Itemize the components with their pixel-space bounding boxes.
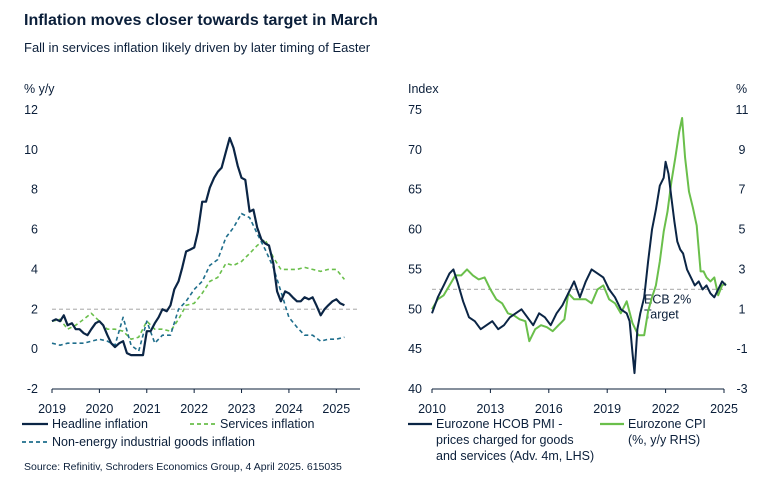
right-y-tick-label: 1 <box>739 302 746 316</box>
legend-label-neig: Non-energy industrial goods inflation <box>52 435 255 449</box>
page-title: Inflation moves closer towards target in… <box>24 12 378 29</box>
x-tick-label: 2013 <box>476 402 504 416</box>
x-tick-label: 2016 <box>535 402 563 416</box>
right-y-tick-label: 7 <box>739 183 746 197</box>
legend-label-headline: Headline inflation <box>52 417 148 431</box>
x-tick-label: 2020 <box>85 402 113 416</box>
source-note: Source: Refinitiv, Schroders Economics G… <box>24 461 342 473</box>
legend-label-pmi: Eurozone HCOB PMI -prices charged for go… <box>436 417 594 463</box>
right-chart-legend: Eurozone HCOB PMI -prices charged for go… <box>408 417 706 463</box>
series-line-cpi <box>431 117 727 343</box>
x-tick-label: 2019 <box>38 402 66 416</box>
left-y-tick-label: 60 <box>408 223 422 237</box>
right-y-tick-label: -1 <box>736 342 747 356</box>
y-tick-label: 10 <box>24 143 38 157</box>
left-chart-y-ticks: -2 0 2 4 6 8 10 12 <box>24 103 38 396</box>
y-tick-label: 4 <box>31 262 38 276</box>
right-chart-x-ticks: 2010 2013 2016 2019 2022 2025 <box>418 388 738 416</box>
right-y-tick-label: 11 <box>736 103 749 117</box>
series-line-1 <box>51 238 346 340</box>
right-y-tick-label: 9 <box>739 143 746 157</box>
x-tick-label: 2023 <box>228 402 256 416</box>
left-chart-x-ticks: 2019 2020 2021 2022 2023 2024 2025 <box>38 388 360 416</box>
left-y-tick-label: 75 <box>408 103 422 117</box>
y-tick-label: -2 <box>27 382 38 396</box>
y-tick-label: 6 <box>31 223 38 237</box>
page-subtitle: Fall in services inflation likely driven… <box>24 40 371 55</box>
right-chart-left-y-ticks: 40 45 50 55 60 65 70 75 <box>408 103 422 396</box>
x-tick-label: 2019 <box>593 402 621 416</box>
x-tick-label: 2024 <box>275 402 303 416</box>
left-y-tick-label: 65 <box>408 183 422 197</box>
series-line-pmi <box>431 160 727 375</box>
left-y-tick-label: 40 <box>408 382 422 396</box>
series-line-2 <box>51 212 345 352</box>
x-tick-label: 2025 <box>322 402 350 416</box>
y-tick-label: 2 <box>31 302 38 316</box>
y-tick-label: 0 <box>31 342 38 356</box>
left-chart-legend: Headline inflation Services inflation No… <box>22 417 315 449</box>
left-chart-series <box>51 136 346 357</box>
right-chart-left-axis-label: Index <box>408 82 439 96</box>
y-tick-label: 8 <box>31 183 38 197</box>
series-line-0 <box>51 136 345 357</box>
x-tick-label: 2022 <box>652 402 680 416</box>
right-chart: Index % 40 45 50 55 60 65 70 75 -3 -1 1 3 5 7 9 11 201… <box>408 82 749 463</box>
annotation-line-2: Target <box>644 307 679 321</box>
x-tick-label: 2010 <box>418 402 446 416</box>
x-tick-label: 2025 <box>710 402 738 416</box>
right-y-tick-label: 5 <box>739 223 746 237</box>
left-y-tick-label: 45 <box>408 342 422 356</box>
left-y-tick-label: 50 <box>408 302 422 316</box>
left-y-tick-label: 70 <box>408 143 422 157</box>
annotation-line-1: ECB 2% <box>644 292 691 306</box>
y-tick-label: 12 <box>24 103 38 117</box>
right-chart-right-y-ticks: -3 -1 1 3 5 7 9 11 <box>736 103 749 396</box>
right-y-tick-label: 3 <box>739 262 746 276</box>
right-chart-series <box>431 117 727 375</box>
right-y-tick-label: -3 <box>736 382 747 396</box>
legend-label-cpi: Eurozone CPI (%, y/y RHS) <box>628 417 706 447</box>
x-tick-label: 2021 <box>133 402 161 416</box>
legend-label-services: Services inflation <box>220 417 315 431</box>
left-chart-y-axis-label: % y/y <box>24 82 55 96</box>
right-chart-right-axis-label: % <box>736 82 747 96</box>
left-y-tick-label: 55 <box>408 262 422 276</box>
right-chart-ecb-target-annotation: ECB 2%Target <box>644 292 691 321</box>
x-tick-label: 2022 <box>180 402 208 416</box>
